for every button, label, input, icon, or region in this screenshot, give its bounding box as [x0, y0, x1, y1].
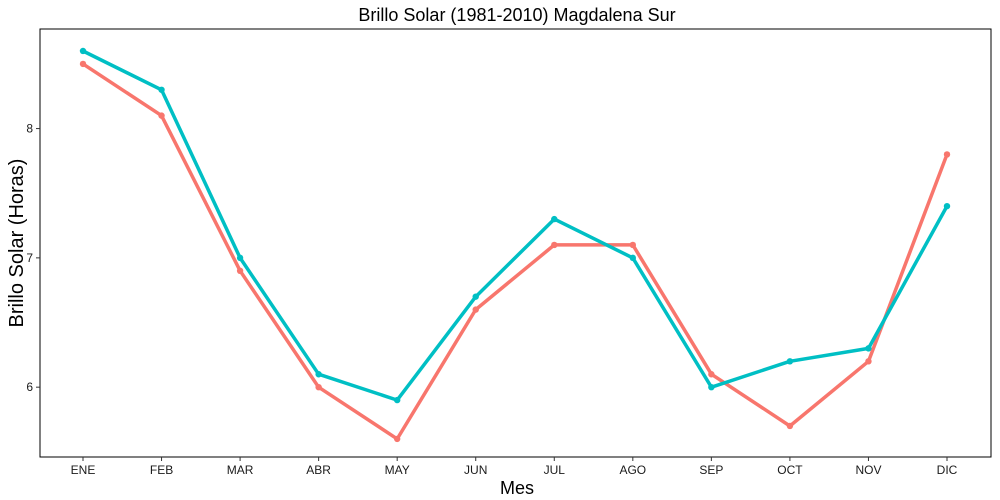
data-point: [943, 202, 951, 210]
data-point: [865, 345, 872, 352]
data-point: [79, 60, 87, 68]
plot-panel: [39, 28, 992, 458]
series-line: [81, 49, 949, 402]
chart-title: Brillo Solar (1981-2010) Magdalena Sur: [358, 5, 675, 25]
series-line: [81, 62, 949, 441]
data-point: [786, 422, 794, 430]
series-1: [79, 60, 951, 443]
series-layer: [79, 47, 951, 443]
x-tick-label: MAR: [227, 463, 254, 477]
data-point: [551, 215, 558, 223]
x-tick-label: JUN: [464, 463, 487, 477]
data-point: [708, 371, 715, 378]
data-point: [158, 86, 165, 93]
x-axis-title: Mes: [500, 478, 534, 498]
data-point: [236, 254, 244, 262]
x-tick-label: JUL: [544, 463, 566, 477]
y-axis: 6 7 8: [26, 122, 40, 394]
series-2: [79, 47, 951, 404]
x-tick-label: MAY: [385, 463, 410, 477]
data-point: [629, 254, 637, 262]
data-point: [79, 47, 87, 55]
y-tick-label: 6: [26, 380, 33, 394]
y-tick-label: 7: [26, 251, 33, 265]
x-tick-label: OCT: [777, 463, 803, 477]
x-tick-label: SEP: [699, 463, 723, 477]
x-axis: ENE FEB MAR ABR MAY JUN JUL AGO SEP OCT NOV DIC: [71, 457, 958, 477]
x-tick-label: FEB: [150, 463, 173, 477]
data-point: [472, 306, 479, 313]
x-tick-label: ENE: [71, 463, 96, 477]
x-tick-label: AGO: [619, 463, 646, 477]
x-tick-label: NOV: [855, 463, 881, 477]
data-point: [943, 151, 951, 158]
data-point: [472, 293, 479, 300]
x-tick-label: DIC: [937, 463, 958, 477]
data-point: [865, 358, 872, 365]
data-point: [315, 383, 322, 391]
plot-border: [39, 28, 992, 458]
y-tick-label: 8: [26, 122, 33, 136]
data-point: [629, 241, 637, 249]
data-point: [393, 396, 401, 404]
data-point: [315, 371, 322, 378]
data-point: [786, 358, 794, 365]
data-point: [393, 435, 401, 443]
data-point: [158, 112, 165, 119]
data-point: [708, 383, 715, 391]
data-point: [236, 267, 244, 275]
x-tick-label: ABR: [306, 463, 331, 477]
data-point: [551, 241, 558, 249]
y-axis-title: Brillo Solar (Horas): [6, 159, 28, 328]
